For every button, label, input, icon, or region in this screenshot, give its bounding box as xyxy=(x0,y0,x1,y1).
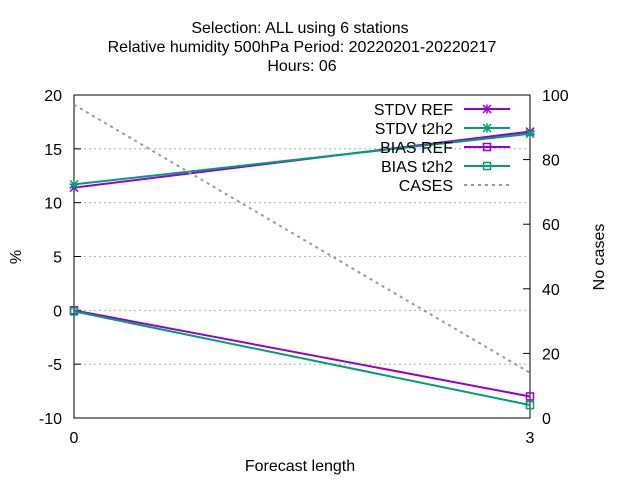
legend: STDV REF STDV t2h2 BIAS REF BIAS t2h2 CASES xyxy=(374,102,510,195)
data-point-stdv-t2h2 xyxy=(69,179,79,189)
y-tick-label: 20 xyxy=(44,88,62,105)
legend-label-stdv-ref: STDV REF xyxy=(374,102,453,119)
y2-axis-label: No cases xyxy=(591,224,608,291)
legend-label-bias-ref: BIAS REF xyxy=(380,140,453,157)
y-tick-label: -10 xyxy=(39,411,62,428)
y2-tick-label: 0 xyxy=(542,411,551,428)
chart-title-line3: Hours: 06 xyxy=(267,58,336,75)
y2-tick-label: 20 xyxy=(542,346,560,363)
series-line-bias-t2h2 xyxy=(73,310,531,407)
series-line-cases xyxy=(73,103,531,374)
y2-tick-label: 40 xyxy=(542,282,560,299)
x-tick-label: 3 xyxy=(526,430,535,447)
x-tick-label: 0 xyxy=(70,430,79,447)
data-point-bias-t2h2 xyxy=(69,307,79,316)
y2-tick-label: 100 xyxy=(542,88,569,105)
y-tick-label: 10 xyxy=(44,196,62,213)
y-tick-label: 5 xyxy=(53,250,62,267)
data-point-bias-ref xyxy=(525,392,535,401)
data-point-stdv-t2h2 xyxy=(525,129,535,139)
series-group xyxy=(69,103,535,410)
y-tick-label: 15 xyxy=(44,142,62,159)
grid xyxy=(74,148,530,365)
legend-marker-bias-ref xyxy=(482,142,492,152)
y2-tick-label: 60 xyxy=(542,217,560,234)
legend-marker-stdv-t2h2 xyxy=(482,123,492,133)
y-axis-label: % xyxy=(8,250,25,264)
series-line-bias-ref xyxy=(73,309,531,398)
chart-title-line2: Relative humidity 500hPa Period: 2022020… xyxy=(108,39,497,56)
legend-marker-stdv-ref xyxy=(482,104,492,114)
x-axis-label: Forecast length xyxy=(245,458,355,475)
legend-label-stdv-t2h2: STDV t2h2 xyxy=(375,121,453,138)
y-tick-label: -5 xyxy=(48,357,62,374)
y2-tick-label: 80 xyxy=(542,153,560,170)
legend-marker-bias-t2h2 xyxy=(482,161,492,171)
series-line-stdv-t2h2 xyxy=(73,132,531,186)
plot-frame xyxy=(73,94,531,419)
y-tick-label: 0 xyxy=(53,303,62,320)
chart-title-line1: Selection: ALL using 6 stations xyxy=(191,20,408,37)
data-point-bias-t2h2 xyxy=(525,400,535,410)
legend-label-bias-t2h2: BIAS t2h2 xyxy=(381,159,453,176)
legend-label-cases: CASES xyxy=(399,178,453,195)
